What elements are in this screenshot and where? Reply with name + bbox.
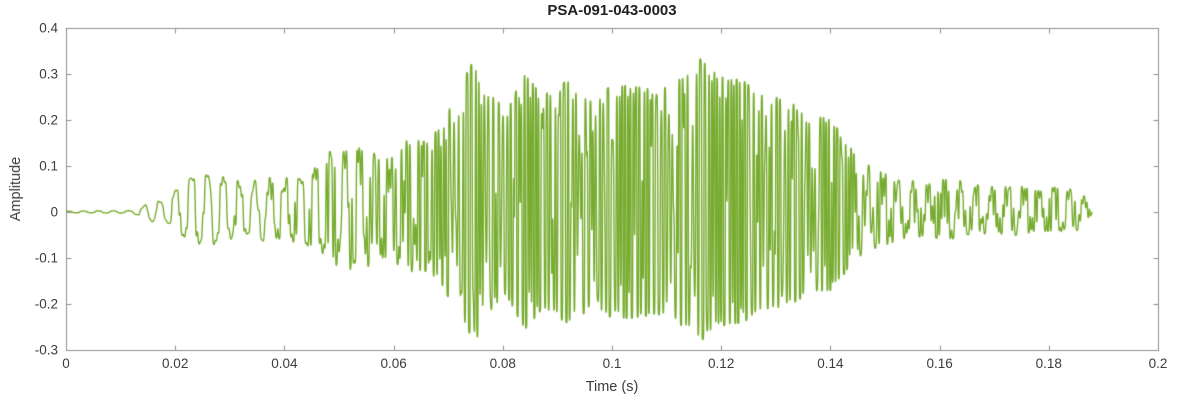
x-axis-label: Time (s) <box>585 379 639 395</box>
chart-title: PSA-091-043-0003 <box>547 2 677 19</box>
y-axis-label: Amplitude <box>8 156 24 222</box>
